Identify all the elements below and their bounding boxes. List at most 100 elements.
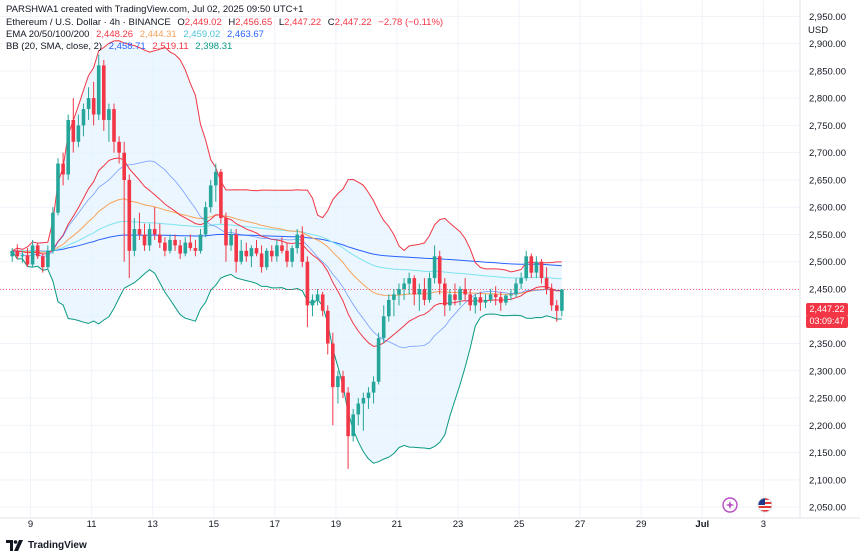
- candle-body: [122, 152, 126, 180]
- candle: [173, 234, 177, 251]
- bar-countdown: 03:09:47: [806, 315, 848, 328]
- time-tick-label: 11: [87, 519, 97, 530]
- candle: [76, 114, 81, 148]
- candle: [270, 245, 274, 262]
- candle: [117, 136, 121, 164]
- candle-body: [295, 234, 299, 249]
- candle: [366, 387, 371, 409]
- candle-body: [310, 299, 315, 306]
- candle-body: [275, 245, 279, 257]
- candle: [534, 256, 539, 279]
- candle: [453, 283, 457, 306]
- symbol-name[interactable]: Ethereum / U.S. Dollar · 4h · BINANCE: [6, 17, 171, 28]
- candle-body: [25, 255, 30, 265]
- candle-body: [534, 261, 539, 273]
- candle-body: [81, 109, 86, 126]
- candle: [25, 248, 30, 268]
- candle-body: [193, 248, 198, 251]
- candle-body: [96, 65, 101, 115]
- candle-body: [336, 376, 340, 388]
- candle: [499, 291, 503, 311]
- candle-body: [407, 278, 411, 284]
- candle: [407, 272, 411, 295]
- candle-body: [468, 294, 472, 306]
- candle-body: [244, 250, 249, 257]
- candle: [81, 103, 86, 137]
- candle: [188, 234, 193, 251]
- candle: [10, 248, 14, 262]
- candle: [432, 245, 437, 284]
- candle: [183, 237, 188, 257]
- candle-body: [142, 234, 147, 246]
- tradingview-brand[interactable]: TradingView: [6, 540, 87, 551]
- candle: [417, 283, 422, 311]
- candle: [437, 250, 442, 295]
- candle-body: [214, 171, 218, 186]
- price-tick-label: 2,350.00: [809, 339, 846, 350]
- bb-legend[interactable]: BB (20, SMA, close, 2) 2,458.71 2,519.11…: [6, 41, 236, 53]
- candle: [412, 275, 417, 306]
- candle-body: [158, 234, 162, 243]
- us-flag-events-icon[interactable]: [757, 497, 773, 513]
- candle: [254, 239, 259, 257]
- last-price-tag: 2,447.22: [806, 303, 848, 316]
- price-tick-label: 2,600.00: [809, 203, 846, 214]
- chart-credit: PARSHWA1 created with TradingView.com, J…: [6, 4, 304, 15]
- candle: [524, 250, 528, 281]
- candle-body: [35, 245, 40, 257]
- candle: [198, 229, 203, 254]
- candle: [132, 218, 137, 257]
- price-tick-label: 2,550.00: [809, 230, 846, 241]
- currency-label[interactable]: USD: [808, 25, 829, 36]
- candle: [300, 226, 305, 268]
- candle-body: [509, 294, 513, 296]
- candle-body: [458, 289, 462, 300]
- candle-body: [51, 212, 55, 251]
- candle: [56, 158, 60, 216]
- candle: [112, 103, 116, 153]
- candle: [326, 305, 330, 355]
- candle-body: [488, 294, 493, 300]
- candle-body: [264, 250, 269, 268]
- candle: [147, 223, 152, 251]
- candle-body: [30, 245, 35, 265]
- candle-body: [427, 278, 432, 300]
- candle-body: [219, 171, 223, 219]
- candle-body: [152, 229, 157, 235]
- candle: [320, 291, 325, 317]
- candle: [285, 242, 289, 268]
- candle-body: [341, 376, 345, 393]
- candle: [229, 229, 233, 251]
- candle: [397, 283, 401, 306]
- candle-body: [76, 125, 81, 142]
- time-tick-label: 23: [453, 519, 464, 530]
- price-tick-label: 2,250.00: [809, 394, 846, 405]
- price-tick-label: 2,650.00: [809, 175, 846, 186]
- candle-body: [483, 299, 488, 303]
- candle-body: [371, 381, 376, 393]
- candle: [219, 169, 223, 224]
- candle: [280, 237, 284, 254]
- ema-legend[interactable]: EMA 20/50/100/200 2,448.26 2,444.31 2,45…: [6, 29, 268, 41]
- candle: [463, 278, 467, 300]
- candle: [315, 288, 320, 306]
- candle: [66, 114, 70, 180]
- candle-body: [20, 255, 25, 257]
- candle-body: [453, 294, 457, 300]
- candle: [249, 245, 254, 268]
- sparkle-indicator-icon[interactable]: [722, 497, 738, 513]
- candle-body: [132, 229, 137, 251]
- candle-body: [280, 245, 284, 251]
- candle-body: [504, 295, 508, 303]
- candle: [381, 305, 386, 344]
- candle-body: [46, 250, 50, 268]
- candle-body: [234, 234, 238, 262]
- candle: [427, 272, 432, 303]
- candle: [127, 174, 132, 279]
- candle-body: [86, 98, 91, 109]
- candle: [102, 59, 106, 131]
- candle: [371, 376, 376, 404]
- candle-body: [163, 242, 167, 251]
- ema20-value: 2,448.26: [96, 29, 134, 40]
